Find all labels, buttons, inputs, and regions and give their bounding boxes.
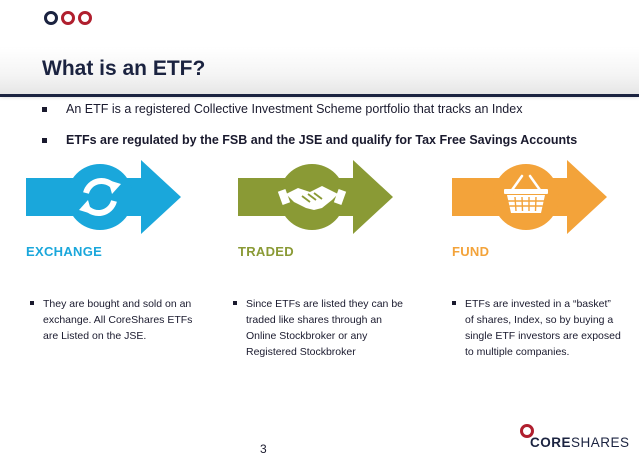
exchange-arrows-icon <box>26 160 181 234</box>
intro-bullet-bold: ETFs are regulated by the FSB and the JS… <box>42 133 632 148</box>
column-label-fund: FUND <box>452 244 490 259</box>
logo-text: CORESHARES <box>530 435 630 450</box>
title-bar: What is an ETF? <box>0 48 639 94</box>
logo-text-light: SHARES <box>571 435 630 450</box>
page-number: 3 <box>260 442 267 456</box>
handshake-icon <box>238 160 393 234</box>
red-dot-icon <box>61 11 75 25</box>
logo-ring-icon <box>520 424 534 438</box>
column-label-traded: TRADED <box>238 244 294 259</box>
intro-bullet: An ETF is a registered Collective Invest… <box>42 102 632 117</box>
intro-bullets: An ETF is a registered Collective Invest… <box>42 102 632 164</box>
red-dot-icon <box>78 11 92 25</box>
coreshares-logo: CORESHARES <box>520 424 635 454</box>
page-title: What is an ETF? <box>42 57 206 80</box>
description-text: They are bought and sold on an exchange.… <box>30 296 200 344</box>
description-text: Since ETFs are listed they can be traded… <box>233 296 403 360</box>
logo-text-bold: CORE <box>530 435 572 450</box>
description-text: ETFs are invested in a “basket” of share… <box>452 296 622 360</box>
title-divider <box>0 94 639 97</box>
fund-description: ETFs are invested in a “basket” of share… <box>452 296 622 360</box>
column-label-exchange: EXCHANGE <box>26 244 103 259</box>
navy-dot-icon <box>44 11 58 25</box>
traded-description: Since ETFs are listed they can be traded… <box>233 296 403 360</box>
exchange-description: They are bought and sold on an exchange.… <box>30 296 200 344</box>
basket-icon <box>452 160 607 234</box>
header-dots <box>44 11 92 25</box>
